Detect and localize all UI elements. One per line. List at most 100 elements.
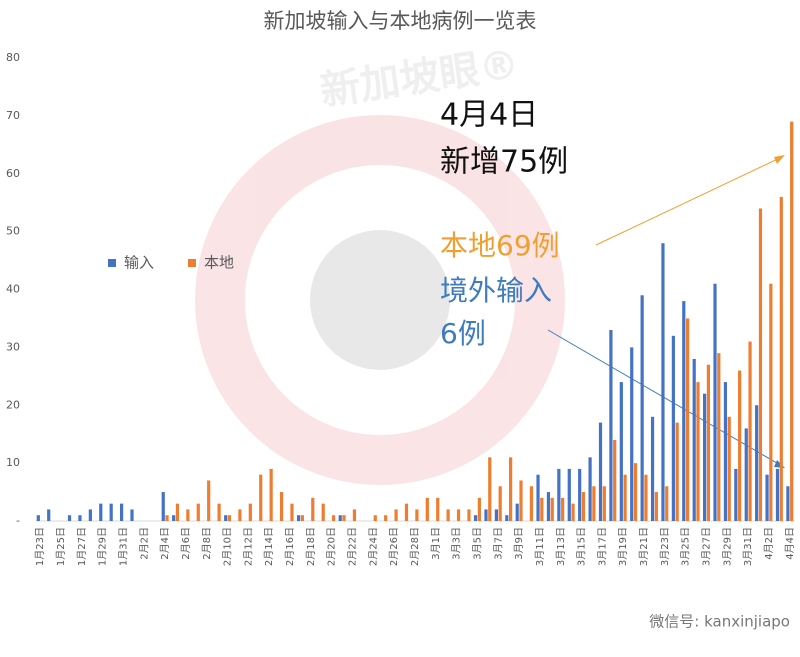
x-tick-label: 2月10日	[222, 527, 234, 566]
bar	[373, 515, 377, 521]
y-tick-label: 80	[6, 51, 20, 64]
legend-label: 输入	[124, 254, 154, 272]
bar	[790, 121, 794, 521]
arrow	[547, 329, 783, 467]
bar	[186, 509, 190, 521]
x-tick-label: 3月27日	[701, 527, 713, 566]
bar	[650, 416, 655, 521]
bar	[713, 283, 717, 521]
x-tick-label: 2月16日	[284, 527, 296, 566]
x-tick-label: 3月11日	[534, 527, 546, 566]
y-tick-label: -	[16, 514, 20, 527]
x-tick-label: 2月18日	[305, 527, 317, 566]
bar	[36, 515, 40, 521]
bar	[342, 515, 346, 521]
bar	[661, 243, 665, 521]
bar	[775, 468, 780, 521]
x-tick-label: 4月4日	[784, 527, 796, 560]
bar	[78, 515, 82, 521]
x-tick-label: 2月4日	[159, 527, 171, 560]
x-tick-label: 2月28日	[409, 527, 421, 566]
bar	[467, 509, 471, 521]
annotation-date: 4月4日	[440, 98, 538, 133]
x-tick-label: 2月12日	[242, 527, 254, 566]
x-tick-label: 3月1日	[430, 527, 442, 560]
x-tick-label: 2月2日	[138, 527, 150, 560]
bar	[415, 509, 419, 521]
bar	[279, 492, 284, 521]
x-tick-label: 3月9日	[513, 527, 525, 560]
bar	[536, 474, 540, 521]
x-tick-label: 3月25日	[680, 527, 692, 566]
bar	[598, 422, 603, 521]
y-tick-label: 10	[6, 456, 20, 469]
bar	[696, 382, 700, 521]
bar	[296, 515, 301, 521]
bar	[609, 330, 613, 521]
x-tick-label: 3月3日	[451, 527, 463, 560]
y-tick-label: 50	[6, 225, 20, 238]
bar	[259, 474, 263, 521]
arrow-head	[774, 460, 785, 468]
annotation-imported: 境外输入	[440, 274, 552, 307]
bar	[734, 468, 738, 521]
bar	[224, 515, 228, 521]
x-tick-label: 2月6日	[180, 527, 192, 560]
x-tick-label: 3月17日	[596, 527, 608, 566]
bar	[519, 480, 523, 521]
bar	[498, 486, 502, 521]
bar	[692, 358, 696, 521]
bar	[717, 353, 721, 521]
y-tick-label: 30	[6, 340, 20, 353]
bar	[217, 503, 221, 521]
bar	[196, 503, 200, 521]
bar	[644, 474, 648, 521]
bar	[738, 370, 742, 521]
bar	[758, 208, 763, 521]
x-tick-label: 3月19日	[617, 527, 629, 566]
bar	[352, 509, 357, 521]
bar	[540, 497, 544, 521]
bar	[755, 405, 759, 521]
bar	[175, 503, 180, 521]
bar	[557, 468, 561, 521]
bar	[338, 515, 342, 521]
bar	[508, 457, 513, 521]
bar	[665, 486, 669, 521]
bar	[640, 295, 644, 521]
bar	[706, 364, 711, 521]
bar	[238, 509, 242, 521]
bar	[384, 515, 388, 521]
watermark: 新加坡眼®	[195, 41, 565, 485]
arrow	[595, 156, 783, 246]
bar	[484, 509, 488, 521]
bar	[727, 416, 731, 521]
bar	[290, 503, 294, 521]
bar	[779, 196, 783, 521]
bar	[671, 335, 675, 521]
bar	[248, 503, 252, 521]
x-tick-label: 2月24日	[367, 527, 379, 566]
bar	[505, 515, 509, 521]
x-tick-label: 2月20日	[326, 527, 338, 566]
bar	[321, 503, 325, 521]
bar	[682, 301, 686, 521]
bar	[769, 283, 773, 521]
bar	[675, 422, 679, 521]
bar	[47, 509, 51, 521]
arrow-head	[774, 155, 785, 164]
bar	[404, 503, 409, 521]
footer: 微信号: kanxinjiapo	[649, 613, 790, 631]
x-tick-label: 3月5日	[471, 527, 483, 560]
bar	[165, 515, 169, 521]
bar	[311, 497, 315, 521]
bar	[269, 468, 273, 521]
bar	[161, 492, 165, 521]
bar	[602, 486, 606, 521]
x-tick-label: 2月26日	[388, 527, 400, 566]
bar	[623, 474, 627, 521]
x-tick-label: 4月2日	[763, 527, 775, 560]
bar	[685, 318, 690, 521]
bar	[581, 492, 586, 521]
